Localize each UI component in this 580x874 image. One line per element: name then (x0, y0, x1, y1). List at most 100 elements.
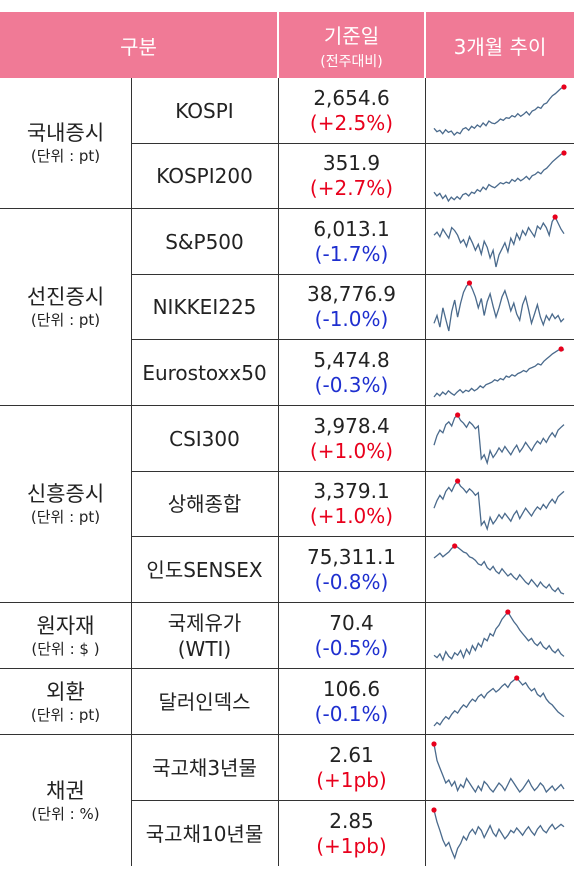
trend-sparkline (431, 741, 565, 794)
sparkline-path (433, 281, 565, 332)
trend-sparkline (433, 609, 565, 662)
index-name: KOSPI (175, 98, 234, 123)
index-value: 351.9 (322, 151, 381, 175)
index-value-cell: 6,013.1 (-1.7%) (278, 209, 425, 274)
index-value: 6,013.1 (313, 216, 390, 241)
sparkline-high-marker (561, 84, 567, 90)
index-change: (-0.1%) (314, 701, 389, 726)
index-change: (-0.8%) (314, 569, 389, 594)
group-name: 외환 (46, 679, 85, 704)
group-divider (0, 208, 574, 209)
index-name: 인도SENSEX (146, 557, 263, 582)
sparkline-path (433, 677, 565, 727)
row-divider (131, 800, 574, 801)
row-divider (131, 143, 574, 144)
row-divider (131, 274, 574, 275)
sparkline-path (433, 545, 565, 595)
group-fx: 외환 (단위 : pt) (0, 669, 131, 734)
group-unit: (단위 : pt) (30, 311, 101, 329)
header-base-date-sub: (전주대비) (320, 53, 383, 70)
index-value: 3,978.4 (313, 413, 390, 438)
index-change: (+2.7%) (309, 176, 394, 200)
sparkline-high-marker (431, 741, 437, 747)
header-category-label: 구분 (120, 34, 157, 59)
sparkline-high-marker (552, 214, 558, 220)
group-name: 원자재 (36, 613, 95, 638)
group-name: 신흥증시 (26, 482, 105, 506)
index-value-cell: 2.61 (+1pb) (278, 735, 425, 800)
index-value: 70.4 (329, 610, 374, 635)
index-change: (+2.5%) (309, 110, 394, 135)
group-unit: (단위 : $ ) (31, 639, 100, 658)
group-divider (0, 405, 574, 406)
sparkline-path (433, 743, 565, 794)
index-name: 상해종합 (167, 492, 242, 516)
group-name: 국내증시 (26, 121, 105, 145)
header-base-date-label: 기준일 (323, 23, 380, 48)
trend-sparkline (433, 478, 565, 532)
sparkline-high-marker (505, 609, 511, 615)
sparkline-path (433, 152, 565, 203)
group-developed-stocks: 선진증시 (단위 : pt) (0, 209, 131, 405)
sparkline-high-marker (514, 675, 520, 681)
index-name: 국고채10년물 (145, 821, 264, 846)
index-value: 75,311.1 (306, 544, 397, 569)
group-unit: (단위 : pt) (30, 508, 101, 526)
row-divider (131, 471, 574, 472)
group-divider (0, 602, 574, 603)
group-divider (0, 668, 574, 669)
index-value-cell: 2.85 (+1pb) (278, 801, 425, 866)
index-change: (+1pb) (316, 767, 387, 792)
index-value-cell: 106.6 (-0.1%) (278, 669, 425, 734)
index-value-cell: 351.9 (+2.7%) (278, 144, 425, 208)
group-unit: (단위 : %) (31, 804, 100, 823)
trend-sparkline (433, 412, 565, 466)
index-value: 38,776.9 (306, 282, 397, 306)
group-divider (0, 734, 574, 735)
row-divider (131, 339, 574, 340)
group-name: 채권 (46, 778, 85, 803)
row-divider (131, 536, 574, 537)
header-trend-label: 3개월 추이 (453, 34, 547, 59)
index-name: S&P500 (165, 229, 244, 254)
sparkline-path (433, 86, 565, 136)
sparkline-high-marker (561, 150, 567, 156)
group-name: 선진증시 (26, 285, 105, 309)
index-value-cell: 38,776.9 (-1.0%) (278, 275, 425, 339)
index-value: 5,474.8 (313, 347, 390, 372)
sparkline-high-marker (455, 478, 461, 484)
index-name: Eurostoxx50 (142, 360, 267, 385)
index-name: 국고채3년물 (152, 755, 257, 780)
sparkline-high-marker (455, 412, 461, 418)
index-change: (+1.0%) (309, 504, 394, 528)
index-name: NIKKEI225 (152, 295, 257, 319)
column-divider (278, 78, 279, 866)
sparkline-path (433, 479, 565, 532)
sparkline-path (433, 413, 565, 466)
index-change: (+1pb) (316, 833, 387, 858)
trend-sparkline (433, 280, 565, 332)
header-base-date: 기준일 (전주대비) (279, 12, 424, 78)
trend-sparkline (433, 346, 565, 398)
header-trend: 3개월 추이 (426, 12, 574, 78)
trend-sparkline (431, 807, 565, 860)
index-change: (-1.7%) (314, 241, 389, 266)
trend-sparkline (433, 675, 565, 727)
index-name: CSI300 (169, 426, 240, 451)
index-value: 106.6 (322, 676, 381, 701)
sparkline-high-marker (431, 807, 437, 813)
column-divider (425, 78, 426, 866)
index-value-cell: 3,379.1 (+1.0%) (278, 472, 425, 536)
sparkline-high-marker (452, 543, 458, 549)
index-change: (-0.3%) (314, 372, 389, 397)
index-change: (-0.5%) (314, 635, 389, 660)
index-change: (-1.0%) (314, 307, 389, 331)
group-emerging-stocks: 신흥증시 (단위 : pt) (0, 406, 131, 602)
group-unit: (단위 : pt) (30, 147, 101, 165)
group-commodities: 원자재 (단위 : $ ) (0, 603, 131, 668)
index-value: 2.85 (329, 808, 374, 833)
index-change: (+1.0%) (309, 438, 394, 463)
sparkline-high-marker (466, 280, 473, 286)
sparkline-path (433, 610, 565, 662)
